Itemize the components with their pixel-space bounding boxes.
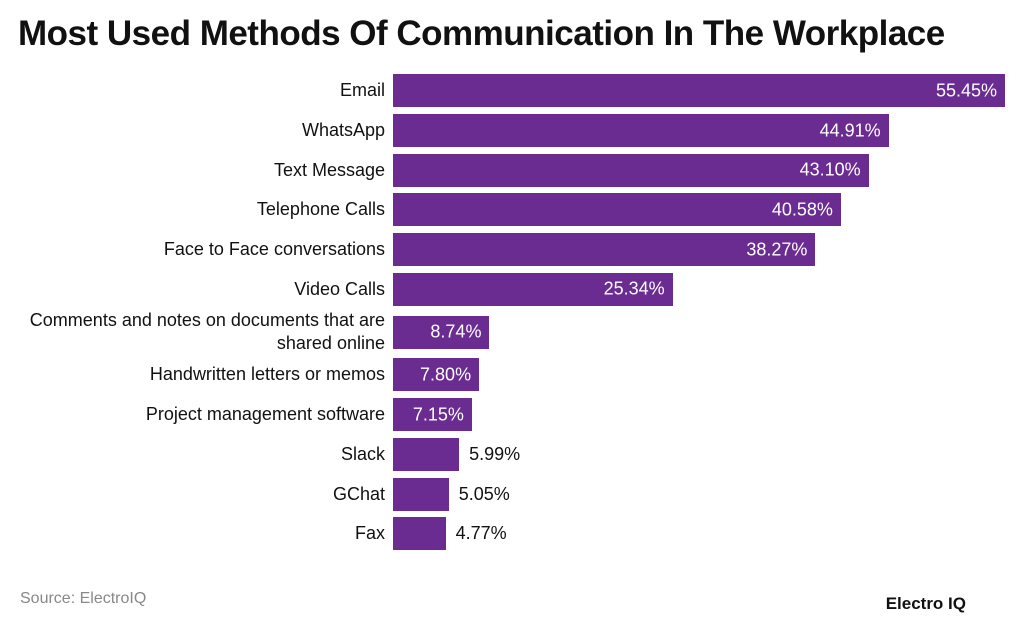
value-label: 38.27% xyxy=(746,239,808,260)
row: Comments and notes on documents that are… xyxy=(0,309,1024,355)
plot: Email 55.45% WhatsApp 44.91% Text Message 43.… xyxy=(0,71,1024,554)
category-label: Fax xyxy=(354,523,385,544)
bar: 44.91% xyxy=(393,114,889,148)
value-label: 8.74% xyxy=(430,321,482,342)
category-label: Video Calls xyxy=(294,278,385,299)
value-label: 4.77% xyxy=(455,523,507,544)
value-label: 7.15% xyxy=(412,404,464,425)
row: Email 55.45% xyxy=(0,71,1024,111)
bar: 7.80% xyxy=(393,358,480,392)
row: Fax 4.77% xyxy=(0,514,1024,554)
category-label: Slack xyxy=(340,443,385,464)
row: Slack 5.99% xyxy=(0,435,1024,475)
row: Project management software 7.15% xyxy=(0,395,1024,435)
value-label: 43.10% xyxy=(799,159,861,180)
value-label: 5.99% xyxy=(469,443,521,464)
value-label: 44.91% xyxy=(819,120,881,141)
bar xyxy=(393,437,460,471)
row: Text Message 43.10% xyxy=(0,150,1024,190)
bar: 43.10% xyxy=(393,153,869,187)
row: Video Calls 25.34% xyxy=(0,269,1024,309)
category-label: Text Message xyxy=(273,159,385,180)
value-label: 7.80% xyxy=(420,364,472,385)
value-label: 25.34% xyxy=(603,278,665,299)
row: Face to Face conversations 38.27% xyxy=(0,230,1024,270)
bar: 55.45% xyxy=(393,74,1005,108)
brand: Electro IQ xyxy=(885,594,966,613)
row: GChat 5.05% xyxy=(0,474,1024,514)
category-label: Face to Face conversations xyxy=(163,239,385,260)
bar: 40.58% xyxy=(393,193,841,227)
value-label: 5.05% xyxy=(458,483,510,504)
bar: 8.74% xyxy=(393,315,490,349)
bar: 38.27% xyxy=(393,233,816,267)
row: Telephone Calls 40.58% xyxy=(0,190,1024,230)
category-label: WhatsApp xyxy=(301,120,385,141)
value-label: 40.58% xyxy=(771,199,833,220)
category-label: Telephone Calls xyxy=(256,199,385,220)
row: Handwritten letters or memos 7.80% xyxy=(0,355,1024,395)
bar: 7.15% xyxy=(393,398,472,432)
bar: 25.34% xyxy=(393,272,673,306)
chart-title: Most Used Methods Of Communication In Th… xyxy=(18,14,945,53)
bar xyxy=(393,517,446,551)
category-label: Project management software xyxy=(145,404,385,425)
category-label: GChat xyxy=(332,483,385,504)
category-label: Comments and notes on documents that are… xyxy=(29,310,385,354)
row: WhatsApp 44.91% xyxy=(0,111,1024,151)
value-label: 55.45% xyxy=(935,80,997,101)
category-label: Email xyxy=(339,80,385,101)
source: Source: ElectroIQ xyxy=(20,590,147,607)
category-label: Handwritten letters or memos xyxy=(149,364,385,385)
bar xyxy=(393,477,449,511)
